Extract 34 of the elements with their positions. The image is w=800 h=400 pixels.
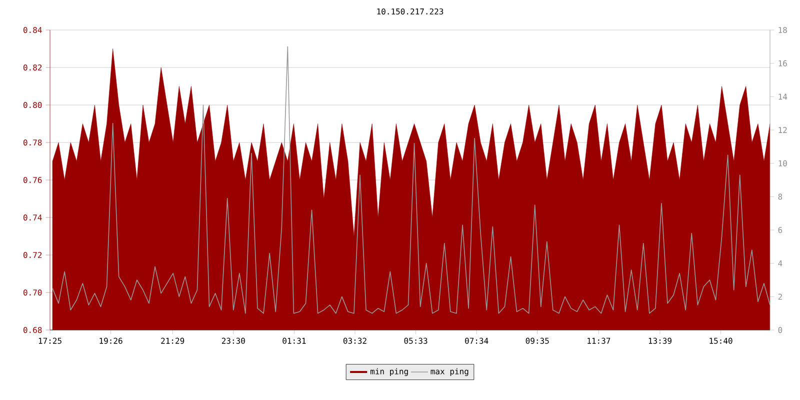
y-tick-label: 0.70 [23,289,42,296]
legend-label: min ping [370,368,408,376]
y2-tick-label: 0 [778,326,782,334]
x-tick-label: 13:39 [648,338,672,344]
y2-tick-label: 2 [778,294,782,300]
y-tick-label: 0.68 [23,326,42,334]
x-tick-label: 17:25 [38,338,62,344]
x-tick-label: 05:33 [404,338,428,344]
y-tick-label: 0.82 [23,64,42,71]
x-tick-label: 01:31 [282,338,306,344]
y-tick-label: 0.72 [23,252,42,258]
y-tick-label: 0.84 [23,26,42,34]
y-tick-label: 0.74 [23,214,42,221]
x-tick-label: 21:29 [161,338,184,344]
y-tick-label: 0.80 [23,102,42,108]
x-tick-label: 11:37 [588,338,610,344]
y2-tick-label: 14 [778,94,788,100]
x-tick-label: 15:40 [710,338,732,344]
x-tick-label: 03:32 [343,338,366,344]
legend-label: max ping [430,368,468,376]
x-tick-label: 07:34 [465,338,488,344]
y-tick-label: 0.78 [23,139,42,146]
y2-tick-label: 6 [778,226,782,234]
y-tick-label: 0.76 [23,176,42,184]
x-tick-label: 09:35 [526,338,549,344]
y2-tick-label: 8 [778,194,782,200]
y2-tick-label: 18 [778,26,787,34]
y2-tick-label: 10 [778,160,787,166]
chart-title: 10.150.217.223 [377,8,444,14]
y2-tick-label: 16 [778,60,787,66]
x-tick-label: 19:26 [100,338,122,344]
y2-tick-label: 4 [778,260,782,266]
x-tick-label: 23:30 [222,338,245,344]
y2-tick-label: 12 [778,127,787,133]
